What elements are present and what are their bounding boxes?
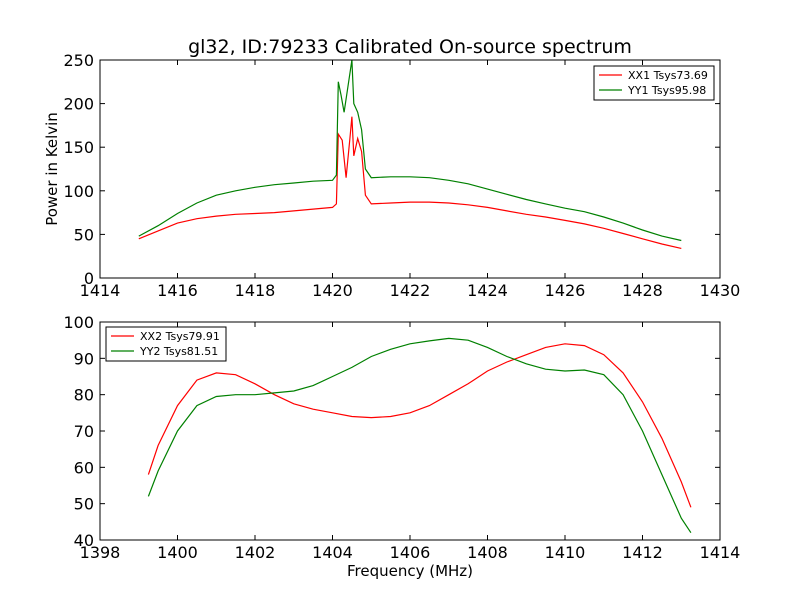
x-tick-label: 1398 — [80, 543, 121, 562]
legend-box — [105, 326, 227, 362]
y-tick-label: 90 — [74, 349, 94, 368]
legend-box — [593, 65, 715, 101]
x-tick-label: 1424 — [467, 281, 508, 300]
x-tick-label: 1416 — [157, 281, 198, 300]
x-tick-label: 1422 — [390, 281, 431, 300]
y-tick-label: 200 — [63, 95, 94, 114]
y-tick-label: 100 — [63, 313, 94, 332]
figure-title: gl32, ID:79233 Calibrated On-source spec… — [188, 36, 632, 58]
y-tick-label: 150 — [63, 138, 94, 157]
x-tick-label: 1406 — [390, 543, 431, 562]
x-tick-label: 1428 — [622, 281, 663, 300]
y-tick-label: 50 — [74, 225, 94, 244]
y-tick-label: 60 — [74, 458, 94, 477]
legend: XX2 Tsys79.91 YY2 Tsys81.51 — [105, 326, 227, 362]
legend-label: YY2 Tsys81.51 — [139, 345, 218, 358]
legend-label: XX2 Tsys79.91 — [140, 330, 220, 343]
x-tick-label: 1402 — [235, 543, 276, 562]
y-tick-label: 0 — [84, 269, 94, 288]
x-tick-label: 1400 — [157, 543, 198, 562]
y-tick-label: 250 — [63, 51, 94, 70]
x-tick-label: 1414 — [700, 543, 741, 562]
series-line-2 — [147, 337, 692, 534]
x-tick-label: 1414 — [80, 281, 121, 300]
x-tick-label: 1430 — [700, 281, 741, 300]
x-tick-label: 1408 — [467, 543, 508, 562]
y-tick-label: 40 — [74, 531, 94, 550]
y-tick-label: 80 — [74, 386, 94, 405]
x-tick-label: 1412 — [622, 543, 663, 562]
y-tick-label: 50 — [74, 495, 94, 514]
x-tick-label: 1410 — [545, 543, 586, 562]
y-axis-label: Power in Kelvin — [43, 112, 61, 226]
series-line-2 — [138, 59, 682, 242]
subplot-2: 1398 1400 1402 1404 1406 1408 1410 1412 1414 40 50… — [63, 313, 740, 580]
legend: XX1 Tsys73.69 YY1 Tsys95.98 — [593, 65, 715, 101]
subplot-1: 1414 1416 1418 1420 1422 1424 1426 1428 1430 0 50 1… — [43, 51, 740, 300]
x-tick-label: 1404 — [312, 543, 353, 562]
legend-label: YY1 Tsys95.98 — [627, 84, 706, 97]
x-tick-label: 1426 — [545, 281, 586, 300]
y-tick-label: 70 — [74, 422, 94, 441]
series-line-1 — [147, 343, 692, 508]
x-axis-label: Frequency (MHz) — [347, 562, 473, 580]
legend-label: XX1 Tsys73.69 — [628, 69, 708, 82]
series-line-1 — [138, 116, 682, 249]
x-tick-label: 1418 — [235, 281, 276, 300]
y-tick-label: 100 — [63, 182, 94, 201]
x-tick-label: 1420 — [312, 281, 353, 300]
